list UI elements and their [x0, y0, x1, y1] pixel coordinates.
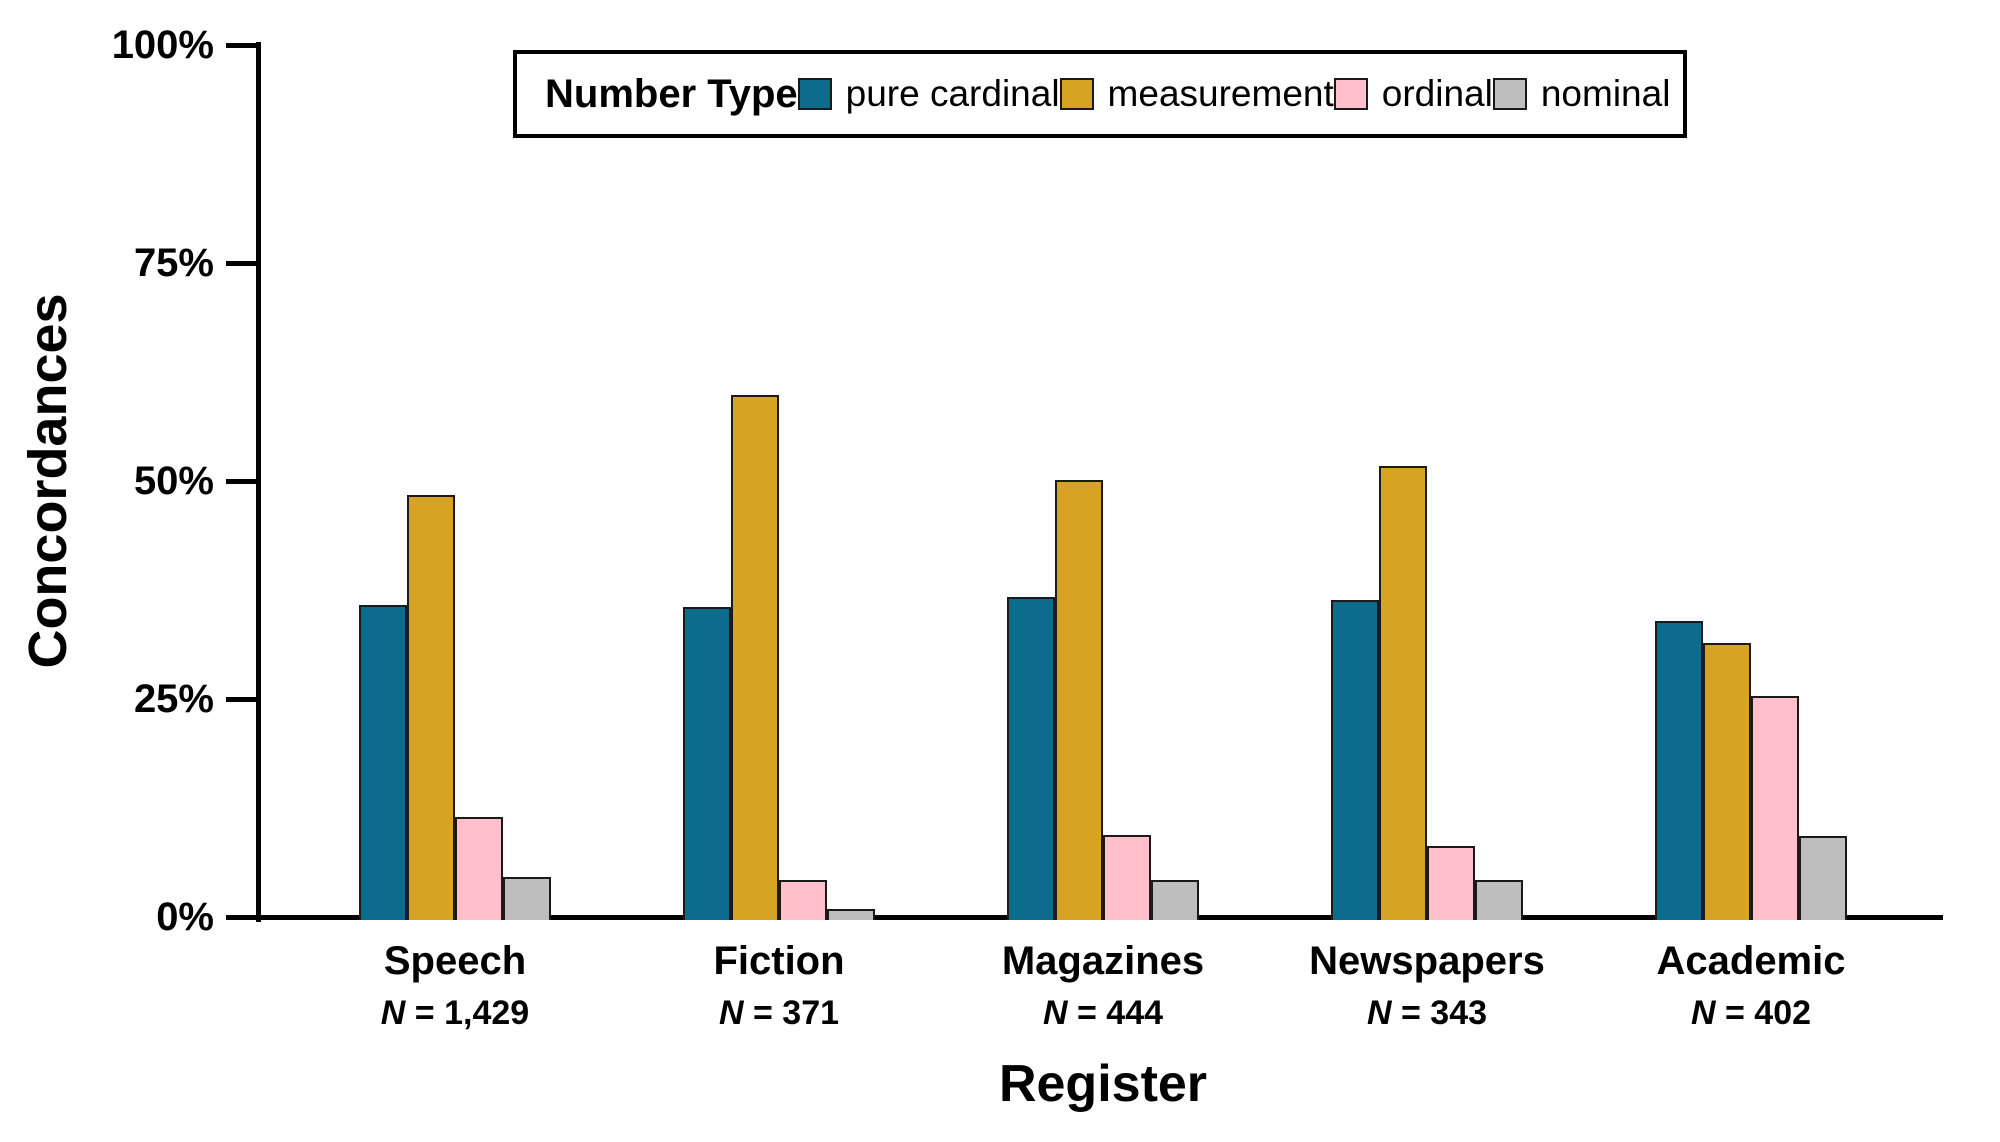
category-name: Fiction	[713, 939, 845, 983]
bar-speech-pure-cardinal	[359, 604, 407, 920]
legend-label: measurement	[1107, 73, 1334, 114]
legend-label: nominal	[1540, 73, 1671, 114]
category-name: Magazines	[1001, 939, 1205, 983]
legend-label: ordinal	[1381, 73, 1493, 114]
legend-item-pure-cardinal: pure cardinal	[797, 73, 1060, 115]
category-sample-size: N = 1,429	[380, 994, 530, 1032]
y-tick-label-75: 75%	[133, 241, 214, 285]
bar-speech-measurement	[407, 494, 455, 920]
legend-item-ordinal: ordinal	[1333, 73, 1493, 115]
bar-fiction-ordinal	[779, 879, 827, 920]
bar-newspapers-nominal	[1475, 880, 1523, 920]
category-label-academic: Academic N = 402	[1571, 938, 1931, 1033]
legend-swatch-nominal	[1492, 78, 1527, 110]
bar-fiction-measurement	[731, 394, 779, 920]
category-label-fiction: Fiction N = 371	[599, 938, 959, 1033]
bar-newspapers-measurement	[1379, 466, 1427, 920]
category-sample-size: N = 402	[1690, 994, 1812, 1032]
legend-item-nominal: nominal	[1492, 73, 1671, 115]
bar-magazines-ordinal	[1103, 835, 1151, 920]
bar-academic-ordinal	[1751, 695, 1799, 920]
y-tick-label-100: 100%	[111, 23, 214, 67]
category-name: Newspapers	[1309, 939, 1545, 983]
y-tick-50	[226, 478, 256, 484]
y-tick-0	[226, 914, 256, 920]
y-tick-25	[226, 696, 256, 702]
y-tick-label-25: 25%	[133, 677, 214, 721]
category-label-speech: Speech N = 1,429	[275, 938, 635, 1033]
category-label-newspapers: Newspapers N = 343	[1247, 938, 1607, 1033]
bar-fiction-nominal	[827, 909, 875, 920]
bar-magazines-measurement	[1055, 480, 1103, 920]
y-axis-line	[256, 42, 261, 922]
bar-academic-pure-cardinal	[1655, 620, 1703, 920]
bar-academic-nominal	[1799, 835, 1847, 920]
category-name: Speech	[383, 939, 527, 983]
legend-swatch-pure-cardinal	[797, 78, 832, 110]
bar-newspapers-ordinal	[1427, 846, 1475, 920]
category-sample-size: N = 371	[718, 994, 840, 1032]
legend-label: pure cardinal	[845, 73, 1060, 114]
y-tick-100	[226, 42, 256, 48]
x-axis-title: Register	[998, 1055, 1208, 1113]
legend-item-measurement: measurement	[1059, 73, 1334, 115]
y-tick-label-0: 0%	[156, 895, 214, 939]
category-sample-size: N = 444	[1042, 994, 1164, 1032]
bar-fiction-pure-cardinal	[683, 606, 731, 920]
legend-swatch-measurement	[1059, 78, 1094, 110]
legend-title: Number Type	[545, 71, 798, 116]
y-tick-label-50: 50%	[133, 459, 214, 503]
legend-swatch-ordinal	[1333, 78, 1368, 110]
category-sample-size: N = 343	[1366, 994, 1488, 1032]
bar-academic-measurement	[1703, 643, 1751, 920]
legend-box: Number Type pure cardinal measurement ordi…	[513, 50, 1687, 138]
bar-speech-nominal	[503, 876, 551, 920]
category-label-magazines: Magazines N = 444	[923, 938, 1283, 1033]
bar-magazines-nominal	[1151, 880, 1199, 920]
y-tick-75	[226, 260, 256, 266]
category-name: Academic	[1656, 939, 1846, 983]
bar-newspapers-pure-cardinal	[1331, 600, 1379, 920]
bar-magazines-pure-cardinal	[1007, 596, 1055, 920]
bar-speech-ordinal	[455, 816, 503, 920]
